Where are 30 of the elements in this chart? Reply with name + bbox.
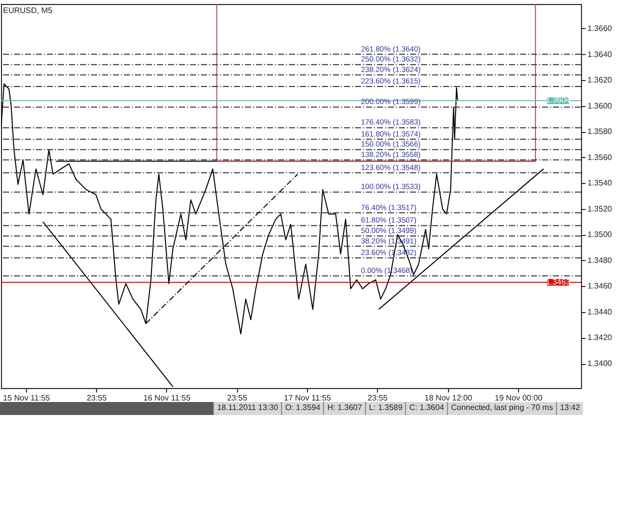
chart-title: EURUSD, M5 — [3, 6, 53, 15]
x-tick-label: 19 Nov 00:00 — [494, 394, 543, 402]
y-tick-label: 1.3660 — [588, 24, 613, 33]
x-tick-label: 23:55 — [368, 394, 388, 402]
x-tick-label: 15 Nov 11:55 — [2, 394, 51, 402]
text: C: 1.3604 — [405, 402, 448, 415]
y-tick-label: 1.3440 — [588, 307, 613, 316]
y-tick-label: 1.3500 — [588, 230, 613, 240]
x-tick-label: 23:55 — [86, 394, 108, 402]
y-tick-label: 1.3420 — [588, 333, 613, 342]
y-tick-label: 1.3600 — [588, 101, 613, 110]
x-tick-label: 18 Nov 12:00 — [424, 394, 473, 402]
x-tick-label: 17 Nov 11:55 — [284, 394, 332, 402]
x-tick-label: 16 Nov 11:55 — [143, 394, 191, 402]
x-tick-label: 23:55 — [227, 394, 248, 402]
y-tick-label: 1.3540 — [588, 178, 613, 188]
y-tick-label: 1.3400 — [588, 359, 613, 368]
text: H: 1.3607 — [323, 402, 366, 415]
text: Connected, last ping - 70 ms — [447, 402, 556, 415]
y-tick-label: 1.3620 — [588, 76, 613, 85]
y-tick-label: 1.3480 — [588, 256, 613, 265]
y-tick-label: 1.3580 — [588, 127, 613, 136]
y-tick-label: 1.3560 — [588, 152, 613, 162]
y-tick-label: 1.3520 — [588, 204, 613, 214]
y-tick-label: 1.3460 — [588, 282, 613, 291]
text: 13:42 — [556, 402, 583, 415]
text: 18.11.2011 13:30 — [213, 402, 282, 415]
text: L: 1.3589 — [365, 402, 406, 415]
y-tick-label: 1.3640 — [588, 50, 613, 59]
text: O: 1.3594 — [281, 402, 324, 415]
